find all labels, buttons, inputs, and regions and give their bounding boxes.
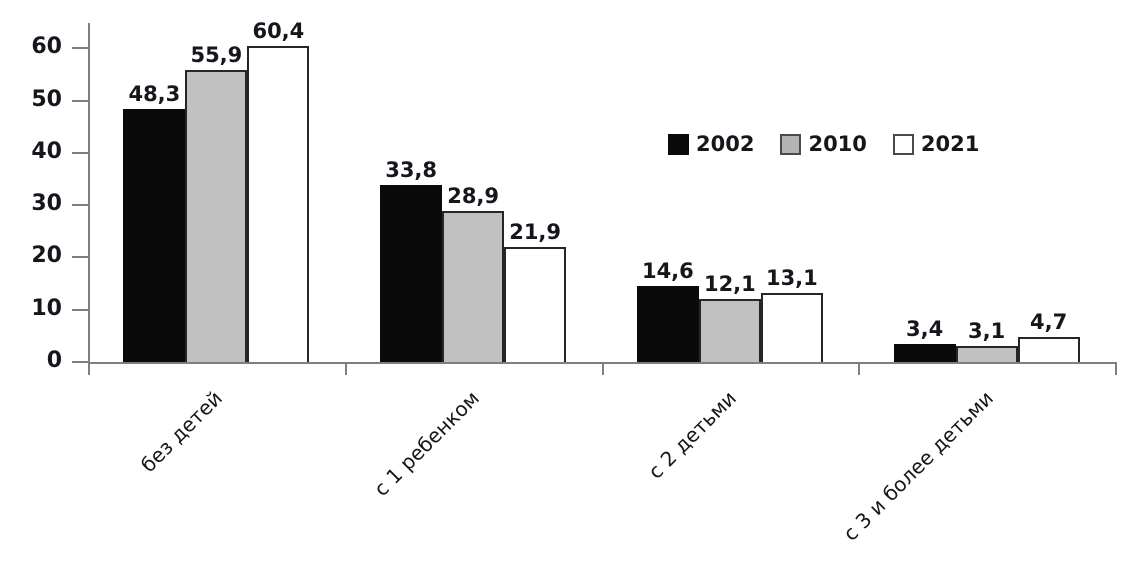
bar-2021 [504, 247, 567, 364]
y-axis-tick-label: 60 [31, 34, 62, 60]
bar-value-label: 4,7 [1030, 310, 1068, 335]
bar-2002 [123, 109, 186, 364]
y-axis-tick-label: 20 [31, 243, 62, 269]
bar-2010 [185, 69, 248, 364]
bar-value-label: 3,4 [906, 317, 944, 342]
bar-value-label: 55,9 [190, 42, 243, 67]
bar-value-label: 3,1 [968, 318, 1006, 343]
x-axis-tick [858, 362, 861, 375]
x-axis-category-label: с 1 ребенком [369, 386, 485, 501]
bar-value-label: 13,1 [765, 266, 818, 291]
bar-2021 [1017, 337, 1080, 364]
x-axis-tick [88, 362, 90, 375]
y-axis-line [88, 23, 90, 372]
bar-2010 [442, 210, 505, 364]
y-axis-tick [72, 256, 88, 259]
legend-swatch-2010 [780, 134, 802, 155]
bar-value-label: 33,8 [385, 158, 438, 183]
x-axis-category-label: с 3 и более детьми [837, 386, 998, 546]
y-axis-tick-label: 10 [31, 295, 62, 321]
x-axis-tick [601, 362, 604, 375]
y-axis-tick [72, 308, 88, 311]
bar-2010 [698, 298, 761, 364]
bar-value-label: 12,1 [703, 271, 756, 296]
y-axis-tick-label: 50 [31, 86, 62, 112]
y-axis-tick [72, 151, 88, 154]
bar-value-label: 48,3 [128, 82, 181, 107]
bar-2021 [247, 46, 310, 364]
y-axis-tick [72, 204, 88, 207]
bar-value-label: 28,9 [447, 183, 500, 208]
y-axis-tick [72, 361, 88, 363]
bar-value-label: 60,4 [252, 19, 305, 44]
x-axis-tick [344, 362, 347, 375]
legend-label-2010: 2010 [808, 132, 867, 156]
chart-legend: 2002 2010 2021 [668, 134, 979, 155]
bar-value-label: 21,9 [509, 220, 562, 245]
legend-item-2002: 2002 [668, 134, 754, 155]
y-axis-tick-label: 0 [46, 348, 62, 373]
legend-label-2021: 2021 [920, 132, 980, 156]
x-axis-category-label: с 2 детьми [643, 386, 741, 484]
y-axis-tick [72, 47, 88, 50]
bar-2002 [636, 285, 699, 364]
legend-swatch-2021 [892, 134, 914, 155]
x-axis-tick [1115, 362, 1117, 375]
bar-value-label: 14,6 [641, 258, 694, 283]
legend-item-2010: 2010 [780, 132, 867, 156]
y-axis-tick-label: 30 [31, 191, 62, 217]
y-axis-tick-label: 40 [31, 138, 62, 164]
bar-2021 [760, 293, 823, 364]
x-axis-category-label: без детей [136, 386, 228, 478]
legend-swatch-2002 [668, 134, 689, 155]
bar-2002 [380, 185, 443, 364]
legend-label-2002: 2002 [696, 132, 755, 156]
y-axis-tick [72, 99, 88, 102]
legend-item-2021: 2021 [892, 132, 980, 156]
